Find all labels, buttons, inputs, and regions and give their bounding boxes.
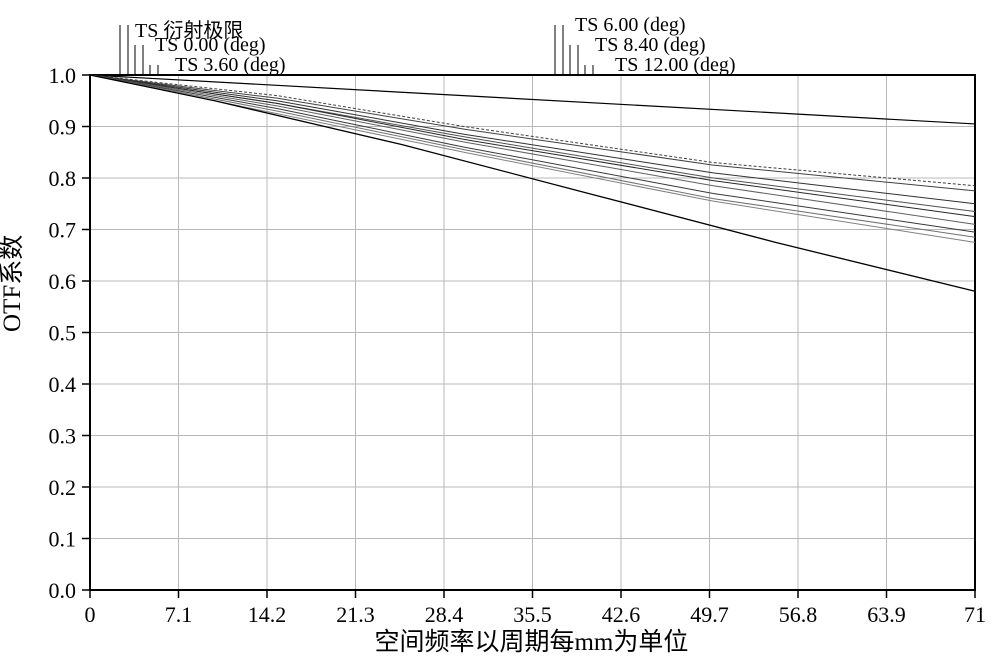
mtf-chart: 07.114.221.328.435.542.649.756.863.9710.… [0,0,1000,663]
y-axis-title: OTF系数 [0,234,28,331]
x-tick-label: 0 [85,602,96,627]
x-tick-label: 71 [964,602,986,627]
chart-svg: 07.114.221.328.435.542.649.756.863.9710.… [0,0,1000,663]
y-tick-label: 0.1 [49,527,77,552]
legend-item: TS 3.60 (deg) [175,54,286,77]
y-tick-label: 0.9 [49,115,77,140]
y-tick-label: 0.7 [49,218,77,243]
x-tick-label: 14.2 [248,602,287,627]
y-tick-label: 0.3 [49,424,77,449]
x-tick-label: 56.8 [779,602,818,627]
y-tick-label: 0.4 [49,372,77,397]
y-tick-label: 0.6 [49,269,77,294]
y-tick-label: 0.8 [49,166,77,191]
x-tick-label: 21.3 [336,602,375,627]
x-tick-label: 49.7 [690,602,729,627]
x-axis-title: 空间频率以周期每mm为单位 [374,622,688,658]
x-tick-label: 63.9 [867,602,906,627]
y-tick-label: 0.2 [49,475,77,500]
legend-item: TS 12.00 (deg) [615,54,736,77]
y-tick-label: 0.0 [49,578,77,603]
y-tick-label: 0.5 [49,321,77,346]
y-tick-label: 1.0 [49,63,77,88]
x-tick-label: 7.1 [165,602,193,627]
